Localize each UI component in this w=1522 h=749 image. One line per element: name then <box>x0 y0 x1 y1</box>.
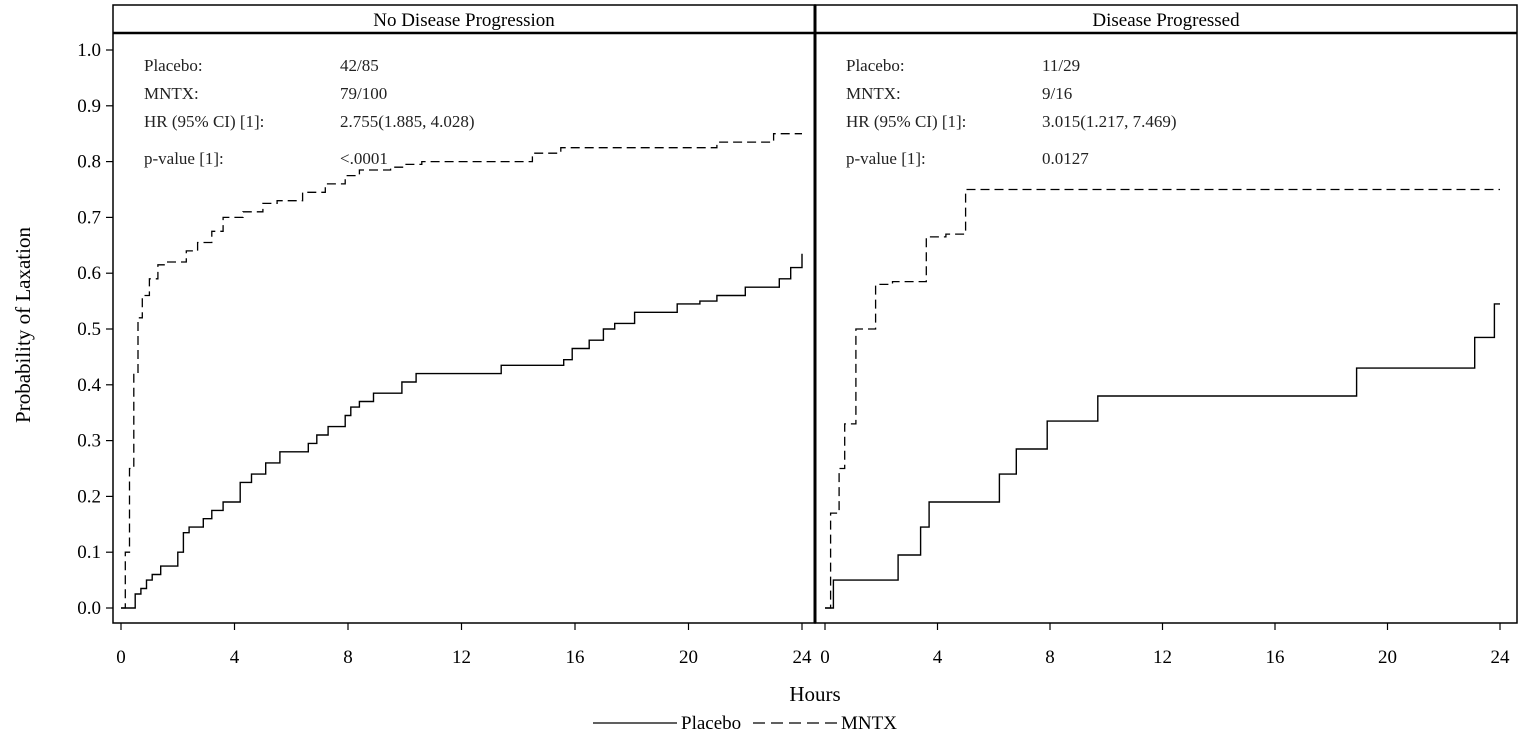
stat-label: HR (95% CI) [1]: <box>846 112 966 131</box>
legend-label-placebo: Placebo <box>681 713 741 734</box>
stat-value: 2.755(1.885, 4.028) <box>340 112 475 131</box>
x-tick-label: 12 <box>1153 647 1172 668</box>
x-axis-title: Hours <box>789 682 840 706</box>
x-tick-label: 4 <box>230 647 240 668</box>
x-tick-label: 20 <box>679 647 698 668</box>
stat-value: 42/85 <box>340 56 379 75</box>
stat-label: Placebo: <box>846 56 905 75</box>
y-axis: 0.0 0.1 0.2 0.3 0.4 0.5 0.6 0.7 0.8 0.9 1.0 <box>77 40 113 619</box>
stat-value: 0.0127 <box>1042 149 1089 168</box>
x-tick-label: 16 <box>566 647 585 668</box>
panels: No Disease Progression Placebo: 42/85 MNTX:… <box>121 10 1500 609</box>
x-tick-label: 12 <box>452 647 471 668</box>
stat-value: 9/16 <box>1042 84 1072 103</box>
stat-value: 11/29 <box>1042 56 1080 75</box>
y-tick-label: 0.2 <box>77 486 101 507</box>
stat-value: <.0001 <box>340 149 388 168</box>
plot-frames <box>112 4 1518 624</box>
x-axes: 0 4 8 12 16 20 24 0 4 8 12 16 20 24 <box>116 623 1510 668</box>
stat-label: HR (95% CI) [1]: <box>144 112 264 131</box>
legend-label-mntx: MNTX <box>841 713 897 734</box>
y-axis-title: Probability of Laxation <box>11 227 35 423</box>
series-placebo-curve <box>825 303 1500 609</box>
series-mntx-curve <box>121 133 802 609</box>
stat-value: 79/100 <box>340 84 387 103</box>
y-tick-label: 0.7 <box>77 207 101 228</box>
y-tick-label: 1.0 <box>77 40 101 61</box>
y-tick-label: 0.8 <box>77 152 101 173</box>
y-tick-label: 0.3 <box>77 431 101 452</box>
x-tick-label: 16 <box>1266 647 1285 668</box>
stat-label: MNTX: <box>846 84 901 103</box>
stat-label: MNTX: <box>144 84 199 103</box>
series-mntx-curve <box>825 188 1500 609</box>
x-tick-label: 20 <box>1378 647 1397 668</box>
x-tick-label: 8 <box>343 647 353 668</box>
x-tick-label: 0 <box>116 647 126 668</box>
y-tick-label: 0.4 <box>77 375 101 396</box>
x-tick-label: 8 <box>1045 647 1055 668</box>
x-tick-label: 24 <box>1491 647 1511 668</box>
y-tick-label: 0.9 <box>77 96 101 117</box>
y-tick-label: 0.5 <box>77 319 101 340</box>
series-placebo-curve <box>121 253 803 609</box>
panel-title: No Disease Progression <box>373 10 555 31</box>
x-tick-label: 24 <box>793 647 813 668</box>
panel-frame-1 <box>112 4 816 624</box>
y-tick-label: 0.6 <box>77 263 101 284</box>
y-tick-label: 0.0 <box>77 598 101 619</box>
x-tick-label: 4 <box>933 647 943 668</box>
stat-label: Placebo: <box>144 56 203 75</box>
stat-label: p-value [1]: <box>846 149 926 168</box>
panel-title: Disease Progressed <box>1092 10 1240 31</box>
y-tick-label: 0.1 <box>77 542 101 563</box>
stat-value: 3.015(1.217, 7.469) <box>1042 112 1177 131</box>
legend: Placebo MNTX <box>593 713 897 734</box>
x-tick-label: 0 <box>820 647 830 668</box>
stat-label: p-value [1]: <box>144 149 224 168</box>
